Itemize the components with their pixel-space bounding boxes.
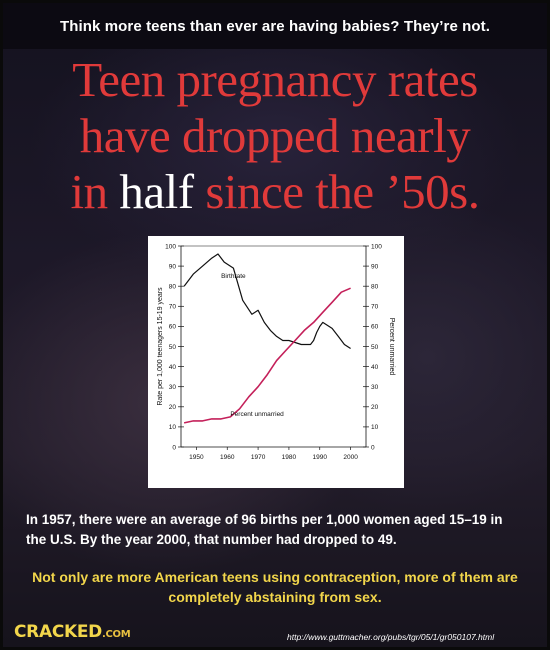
y-tick-label-left: 30 <box>169 384 177 391</box>
y-axis-title: Rate per 1,000 teenagers 15-19 years <box>157 287 164 406</box>
chart-plot-area: 0 0 10 10 20 20 30 30 40 40 50 50 60 60 70 70 80 80 90 90 10… <box>157 243 395 461</box>
y-tick-label-left: 20 <box>169 404 177 411</box>
y-tick-label-right: 10 <box>371 424 379 431</box>
y-tick-label-right: 60 <box>371 324 379 331</box>
y-tick-label-left: 50 <box>169 344 177 351</box>
y-tick-label-left: 70 <box>169 304 177 311</box>
title-highlight-word: half <box>119 164 194 219</box>
stat-paragraph: In 1957, there were an average of 96 bir… <box>26 512 503 547</box>
y-tick-label-right: 100 <box>371 243 382 250</box>
title-line-2: have dropped nearly <box>79 108 471 163</box>
x-tick-label: 1990 <box>313 454 328 461</box>
tagline: Think more teens than ever are having ba… <box>59 18 491 35</box>
series-label-birthrate: Birthrate <box>221 273 246 280</box>
title-line-3b: since the ’50s. <box>193 164 480 219</box>
y-tick-label-left: 90 <box>169 263 177 270</box>
x-tick-label: 2000 <box>343 454 358 461</box>
explanation-paragraph: Not only are more American teens using c… <box>32 569 518 605</box>
title-line-1: Teen pregnancy rates <box>72 52 478 107</box>
logo-text: CRACKED <box>14 622 102 642</box>
y-tick-label-right: 90 <box>371 263 379 270</box>
y-tick-label-right: 70 <box>371 304 379 311</box>
y-tick-label-right: 0 <box>371 444 375 451</box>
x-tick-label: 1980 <box>282 454 297 461</box>
y-tick-label-left: 10 <box>169 424 177 431</box>
series-label-percent-unmarried: Percent unmarried <box>230 411 284 418</box>
y-tick-label-right: 80 <box>371 284 379 291</box>
title-line-3a: in <box>70 164 120 219</box>
y-tick-label-right: 20 <box>371 404 379 411</box>
x-tick-label: 1970 <box>251 454 266 461</box>
y-tick-label-left: 100 <box>165 243 176 250</box>
y-tick-label-left: 60 <box>169 324 177 331</box>
y-tick-label-left: 0 <box>172 444 176 451</box>
y-tick-label-left: 80 <box>169 284 177 291</box>
main-title: Teen pregnancy rates have dropped nearly… <box>20 52 530 220</box>
y-tick-label-right: 30 <box>371 384 379 391</box>
y-tick-label-right: 50 <box>371 344 379 351</box>
y-tick-label-left: 40 <box>169 364 177 371</box>
series-line-percent-unmarried <box>183 287 351 424</box>
x-tick-label: 1950 <box>189 454 204 461</box>
y-tick-label-right: 40 <box>371 364 379 371</box>
x-tick-label: 1960 <box>220 454 235 461</box>
y2-axis-title: Percent unmarried <box>388 318 395 376</box>
source-url[interactable]: http://www.guttmacher.org/pubs/tgr/05/1/… <box>287 632 495 642</box>
cracked-logo: CRACKED.COM <box>14 622 131 642</box>
header-strip <box>3 3 547 49</box>
logo-suffix: .COM <box>102 629 131 640</box>
series-line-birthrate <box>183 253 351 350</box>
